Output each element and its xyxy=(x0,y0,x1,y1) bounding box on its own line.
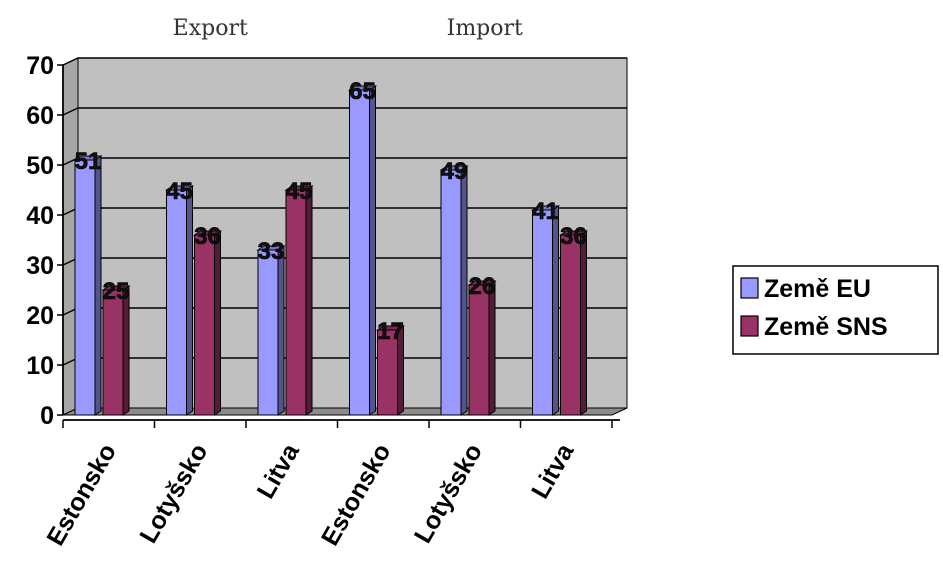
bar xyxy=(530,205,561,416)
y-tick-label: 0 xyxy=(40,402,54,430)
bar-front xyxy=(285,189,307,416)
bar-front xyxy=(440,169,462,416)
bar xyxy=(73,155,103,416)
x-category-label: Lotyšsko xyxy=(409,439,488,548)
legend-box xyxy=(732,265,939,355)
legend-label: Země EU xyxy=(764,275,871,303)
legend-label: Země SNS xyxy=(764,313,888,341)
legend: Země EU Země SNS xyxy=(732,265,939,355)
bar-side xyxy=(305,185,313,416)
y-tick-label: 10 xyxy=(26,352,54,380)
bar-front xyxy=(468,284,490,416)
bar-side xyxy=(460,165,468,416)
y-tick-label: 60 xyxy=(26,102,54,130)
bar xyxy=(164,185,195,416)
gridline xyxy=(62,107,627,116)
bar-front xyxy=(349,89,370,416)
bar xyxy=(347,85,378,416)
bar-front xyxy=(560,234,581,416)
bar xyxy=(284,185,314,416)
bar xyxy=(192,230,223,416)
bar xyxy=(101,285,131,416)
bar-front xyxy=(194,234,215,416)
group-labels: Export Import xyxy=(173,16,523,41)
bar-side xyxy=(580,230,587,416)
axes xyxy=(57,64,620,428)
data-label: 17 xyxy=(377,318,404,345)
bar-side xyxy=(94,155,102,416)
x-tick-labels: Estonsko Lotyšsko Litva Estonsko Lotyšsko Lit… xyxy=(41,438,580,550)
bar xyxy=(467,280,497,416)
bars xyxy=(73,85,589,416)
data-label: 51 xyxy=(75,148,102,175)
bar xyxy=(439,165,469,416)
bar-front xyxy=(257,249,279,416)
bar-side xyxy=(369,85,376,416)
data-label: 26 xyxy=(469,273,496,300)
group-label: Export xyxy=(173,16,248,41)
gridline xyxy=(62,57,627,66)
x-category-label: Litva xyxy=(526,438,580,503)
bar-front xyxy=(74,159,96,416)
bar xyxy=(256,245,286,416)
legend-swatch xyxy=(740,315,759,337)
data-label: 25 xyxy=(103,278,130,305)
y-tick-label: 30 xyxy=(26,252,54,280)
y-tick-labels: 0 10 20 30 40 50 60 70 xyxy=(26,52,54,430)
bar-side xyxy=(552,205,559,416)
data-label: 41 xyxy=(532,198,559,225)
y-tick-label: 70 xyxy=(26,52,54,80)
data-label: 36 xyxy=(560,223,587,250)
bar-side xyxy=(122,285,130,416)
data-label: 45 xyxy=(166,178,193,205)
legend-swatch xyxy=(740,277,759,299)
data-label: 49 xyxy=(441,158,468,185)
group-label: Import xyxy=(447,16,523,41)
data-label: 65 xyxy=(349,78,376,105)
y-tick-label: 40 xyxy=(26,202,54,230)
data-label: 33 xyxy=(258,238,285,265)
y-tick-label: 50 xyxy=(26,152,54,180)
bar-side xyxy=(214,230,221,416)
bar xyxy=(375,325,406,416)
bar-front xyxy=(166,189,187,416)
bar xyxy=(558,230,589,416)
x-category-label: Estonsko xyxy=(41,439,122,550)
bar-side xyxy=(488,280,496,416)
bar-side xyxy=(277,245,285,416)
bar-front xyxy=(102,289,124,416)
data-label: 36 xyxy=(194,223,221,250)
x-category-label: Lotyšsko xyxy=(134,439,213,548)
data-label: 45 xyxy=(286,178,313,205)
bar-front xyxy=(377,329,398,416)
x-category-label: Litva xyxy=(252,438,306,503)
bar-front xyxy=(532,209,553,416)
bar-side xyxy=(186,185,193,416)
y-tick-label: 20 xyxy=(26,302,54,330)
x-category-label: Estonsko xyxy=(316,439,397,550)
